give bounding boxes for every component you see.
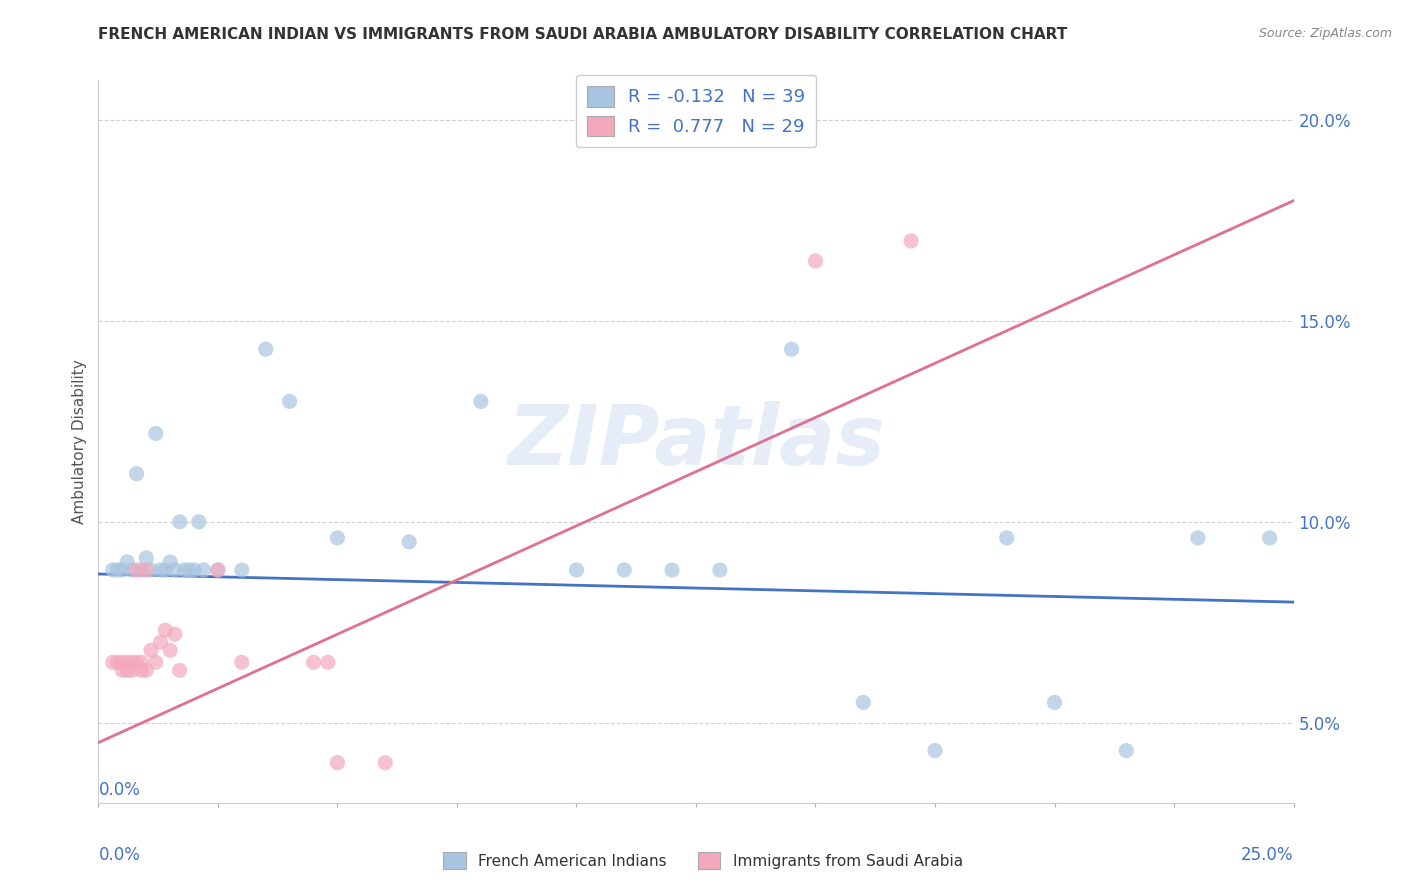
Point bbox=[278, 394, 301, 409]
Point bbox=[183, 563, 205, 577]
Point bbox=[131, 655, 153, 669]
Point bbox=[169, 515, 191, 529]
Point bbox=[565, 563, 588, 577]
Point bbox=[159, 643, 181, 657]
Point bbox=[709, 563, 731, 577]
Point bbox=[661, 563, 683, 577]
Point bbox=[169, 664, 191, 678]
Point bbox=[231, 655, 253, 669]
Point bbox=[302, 655, 325, 669]
Point bbox=[131, 664, 153, 678]
Point bbox=[155, 623, 177, 637]
Point bbox=[470, 394, 492, 409]
Point bbox=[155, 563, 177, 577]
Point bbox=[163, 563, 186, 577]
Point bbox=[900, 234, 922, 248]
Point bbox=[254, 342, 277, 356]
Point bbox=[149, 635, 172, 649]
Point bbox=[139, 643, 162, 657]
Text: ZIPatlas: ZIPatlas bbox=[508, 401, 884, 482]
Point bbox=[101, 655, 124, 669]
Point bbox=[924, 744, 946, 758]
Point bbox=[374, 756, 396, 770]
Point bbox=[149, 563, 172, 577]
Point bbox=[107, 563, 129, 577]
Point bbox=[121, 563, 143, 577]
Point bbox=[111, 563, 134, 577]
Point bbox=[613, 563, 636, 577]
Point bbox=[1187, 531, 1209, 545]
Text: 0.0%: 0.0% bbox=[98, 781, 141, 799]
Point bbox=[145, 426, 167, 441]
Point bbox=[398, 534, 420, 549]
Point bbox=[326, 531, 349, 545]
Point bbox=[131, 563, 153, 577]
Point bbox=[1115, 744, 1137, 758]
Point bbox=[135, 550, 157, 566]
Point bbox=[115, 555, 138, 569]
Point bbox=[163, 627, 186, 641]
Point bbox=[125, 563, 148, 577]
Point bbox=[159, 555, 181, 569]
Point bbox=[326, 756, 349, 770]
Point bbox=[231, 563, 253, 577]
Point bbox=[1258, 531, 1281, 545]
Point bbox=[115, 664, 138, 678]
Point bbox=[179, 563, 201, 577]
Y-axis label: Ambulatory Disability: Ambulatory Disability bbox=[72, 359, 87, 524]
Point bbox=[780, 342, 803, 356]
Point bbox=[107, 655, 129, 669]
Point bbox=[316, 655, 339, 669]
Point bbox=[135, 563, 157, 577]
Point bbox=[804, 253, 827, 268]
Point bbox=[207, 563, 229, 577]
Point bbox=[173, 563, 195, 577]
Point bbox=[187, 515, 209, 529]
Point bbox=[115, 655, 138, 669]
Text: 25.0%: 25.0% bbox=[1241, 847, 1294, 864]
Point bbox=[995, 531, 1018, 545]
Point bbox=[193, 563, 215, 577]
Point bbox=[125, 655, 148, 669]
Text: 0.0%: 0.0% bbox=[98, 847, 141, 864]
Point bbox=[111, 664, 134, 678]
Point bbox=[125, 467, 148, 481]
Point bbox=[852, 696, 875, 710]
Point bbox=[1043, 696, 1066, 710]
Point bbox=[121, 655, 143, 669]
Legend: French American Indians, Immigrants from Saudi Arabia: French American Indians, Immigrants from… bbox=[437, 846, 969, 875]
Point bbox=[135, 664, 157, 678]
Point bbox=[139, 563, 162, 577]
Point bbox=[111, 655, 134, 669]
Point bbox=[207, 563, 229, 577]
Text: FRENCH AMERICAN INDIAN VS IMMIGRANTS FROM SAUDI ARABIA AMBULATORY DISABILITY COR: FRENCH AMERICAN INDIAN VS IMMIGRANTS FRO… bbox=[98, 27, 1067, 42]
Point bbox=[145, 655, 167, 669]
Point bbox=[121, 664, 143, 678]
Point bbox=[101, 563, 124, 577]
Legend: R = -0.132   N = 39, R =  0.777   N = 29: R = -0.132 N = 39, R = 0.777 N = 29 bbox=[576, 75, 815, 147]
Text: Source: ZipAtlas.com: Source: ZipAtlas.com bbox=[1258, 27, 1392, 40]
